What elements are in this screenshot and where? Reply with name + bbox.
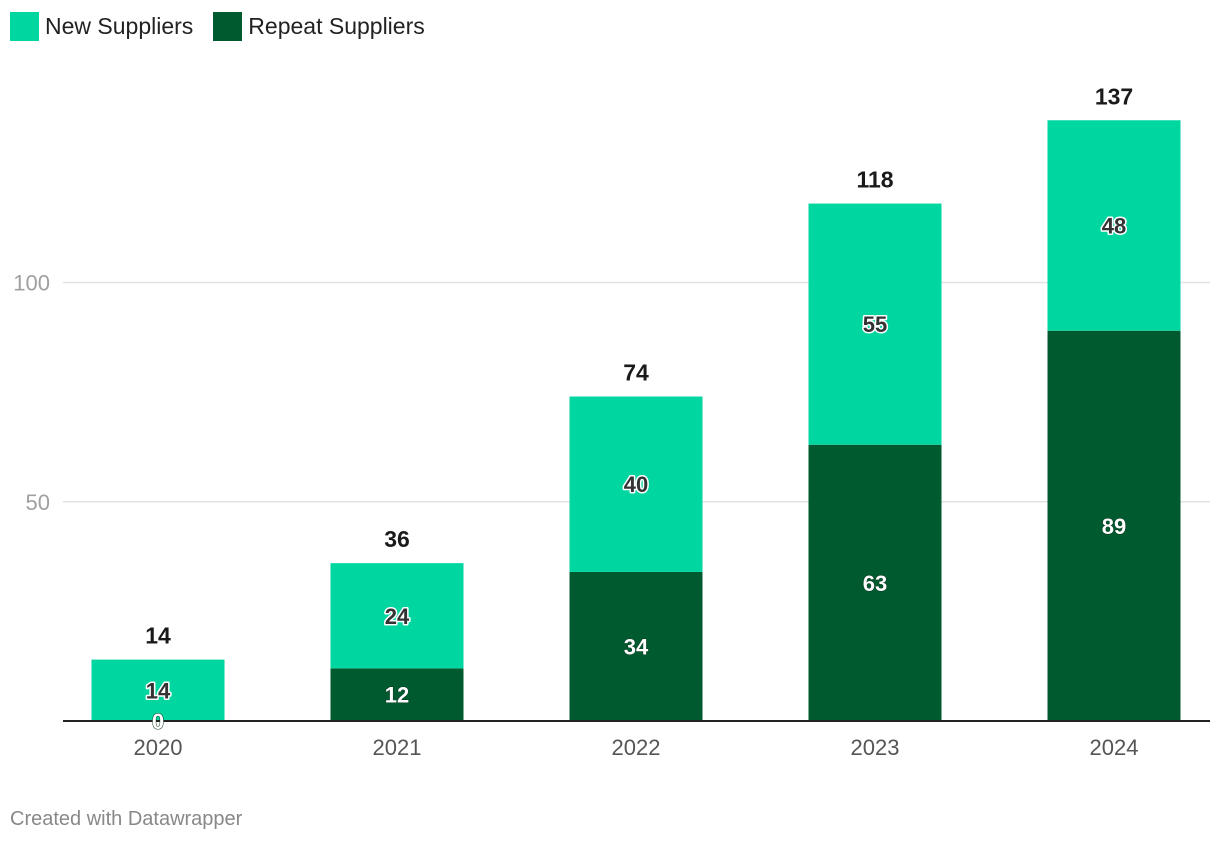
- bar-repeat-suppliers-2023: [808, 444, 942, 721]
- x-tick-label-2024: 2024: [1090, 735, 1139, 760]
- repeat-suppliers-legend-label: Repeat Suppliers: [248, 13, 425, 39]
- value-label-repeat-suppliers-2024: 89: [1102, 514, 1126, 539]
- value-label-new-suppliers-2021: 24: [385, 604, 410, 629]
- repeat-suppliers-swatch: [213, 12, 243, 41]
- total-label-2024: 137: [1095, 83, 1133, 109]
- total-label-2021: 36: [384, 526, 410, 552]
- bar-new-suppliers-2022: [569, 396, 703, 572]
- value-label-repeat-suppliers-2021: 12: [385, 683, 409, 708]
- value-label-repeat-suppliers-2020: 0: [152, 709, 164, 734]
- y-tick-label-100: 100: [13, 271, 50, 296]
- total-label-2020: 14: [145, 623, 171, 649]
- x-tick-label-2023: 2023: [851, 735, 900, 760]
- bar-new-suppliers-2021: [330, 563, 464, 669]
- bar-new-suppliers-2023: [808, 203, 942, 445]
- y-tick-label-50: 50: [26, 490, 50, 515]
- bar-new-suppliers-2020: [91, 659, 225, 721]
- footer-credit: Created with Datawrapper: [10, 808, 243, 830]
- legend-item-repeat-suppliers: Repeat Suppliers: [213, 12, 425, 41]
- legend-item-new-suppliers: New Suppliers: [10, 12, 193, 41]
- bar-repeat-suppliers-2024: [1047, 330, 1181, 721]
- new-suppliers-legend-label: New Suppliers: [45, 13, 194, 39]
- bar-new-suppliers-2024: [1047, 120, 1181, 331]
- value-label-new-suppliers-2023: 55: [863, 312, 887, 337]
- bar-repeat-suppliers-2022: [569, 571, 703, 721]
- x-tick-label-2021: 2021: [373, 735, 422, 760]
- value-label-new-suppliers-2024: 48: [1102, 213, 1126, 238]
- value-label-new-suppliers-2020: 14: [146, 678, 171, 703]
- x-tick-label-2020: 2020: [134, 735, 183, 760]
- chart-legend: New Suppliers Repeat Suppliers: [10, 12, 445, 41]
- new-suppliers-swatch: [10, 12, 39, 41]
- value-label-new-suppliers-2022: 40: [624, 472, 648, 497]
- total-label-2023: 118: [856, 167, 893, 193]
- total-label-2022: 74: [623, 360, 649, 386]
- bar-repeat-suppliers-2021: [330, 668, 464, 721]
- value-label-repeat-suppliers-2022: 34: [624, 634, 649, 659]
- x-tick-label-2022: 2022: [612, 735, 661, 760]
- value-label-repeat-suppliers-2023: 63: [863, 571, 887, 596]
